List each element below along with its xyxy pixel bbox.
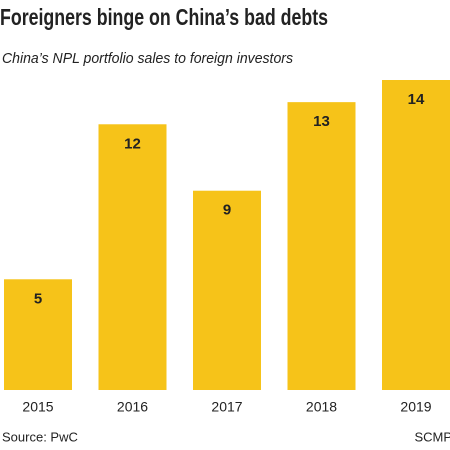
- value-label: 13: [313, 113, 330, 130]
- x-tick-label: 2016: [117, 399, 148, 415]
- value-label: 12: [124, 135, 141, 152]
- bar: [193, 190, 261, 390]
- value-label: 9: [223, 202, 231, 219]
- value-label: 5: [34, 290, 42, 307]
- bar: [4, 279, 72, 390]
- x-tick-label: 2019: [400, 399, 431, 415]
- bar: [287, 102, 356, 391]
- bar: [382, 80, 450, 390]
- chart-title: Foreigners binge on China’s bad debts: [0, 4, 328, 30]
- bar: [98, 124, 167, 391]
- value-label: 14: [408, 91, 425, 108]
- x-tick-label: 2018: [306, 399, 337, 415]
- x-tick-label: 2015: [22, 399, 53, 415]
- chart-subtitle: China’s NPL portfolio sales to foreign i…: [2, 50, 293, 67]
- x-tick-label: 2017: [211, 399, 242, 415]
- source: Source: PwC: [2, 429, 78, 444]
- credit: SCMP: [414, 429, 450, 444]
